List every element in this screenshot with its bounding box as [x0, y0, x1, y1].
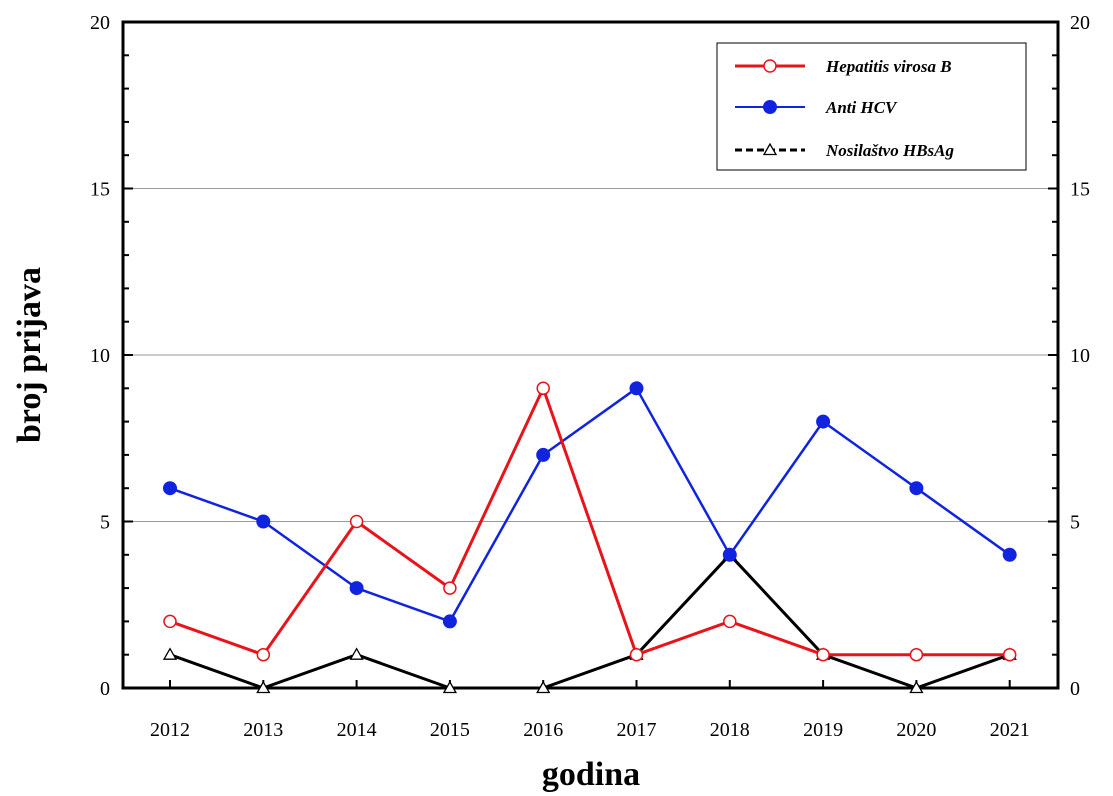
legend-label: Nosilaštvo HBsAg [825, 141, 954, 160]
data-point [1002, 647, 1017, 662]
data-point [442, 680, 458, 694]
data-point [256, 680, 271, 694]
data-point [163, 614, 177, 629]
series-line [169, 387, 1011, 623]
x-tick-label: 2015 [430, 719, 470, 741]
data-point [1002, 547, 1017, 562]
y-tick-label-right: 0 [1070, 678, 1080, 700]
data-point [909, 680, 924, 694]
x-tick-label: 2014 [337, 719, 377, 741]
data-point [442, 614, 457, 629]
y-axis-title: broj prijava [11, 267, 48, 443]
y-tick-label-left: 10 [90, 345, 110, 367]
data-point [816, 414, 831, 429]
data-point [256, 647, 271, 662]
legend-marker [763, 59, 777, 73]
y-tick-label-right: 20 [1070, 12, 1090, 34]
data-point [536, 447, 551, 462]
y-tick-label-left: 20 [90, 12, 110, 34]
data-point [909, 647, 924, 662]
x-tick-label: 2016 [523, 719, 563, 741]
x-tick-label: 2020 [896, 719, 936, 741]
x-tick-label: 2017 [617, 719, 657, 741]
x-tick-label: 2013 [243, 719, 283, 741]
data-point [629, 381, 644, 396]
x-tick-label: 2019 [803, 719, 843, 741]
series-line [169, 553, 1011, 690]
x-tick-label: 2012 [150, 719, 190, 741]
legend-label: Hepatitis virosa B [825, 57, 952, 76]
data-point [629, 647, 644, 662]
data-point [443, 581, 457, 595]
y-tick-label-right: 15 [1070, 179, 1090, 201]
x-axis-title: godina [542, 756, 640, 793]
gridlines [123, 188, 1058, 522]
data-point [349, 647, 364, 660]
data-point [349, 581, 364, 596]
legend-label: Anti HCV [825, 98, 898, 117]
y-tick-label-left: 5 [100, 512, 110, 534]
x-tick-label: 2021 [990, 719, 1030, 741]
series-0 [163, 381, 1017, 662]
data-point [536, 381, 550, 396]
y-tick-label-right: 5 [1070, 512, 1080, 534]
series-layer [162, 381, 1017, 694]
series-1 [163, 381, 1017, 629]
data-point [163, 481, 177, 496]
series-line [169, 386, 1010, 657]
x-tick-label: 2018 [710, 719, 750, 741]
legend-marker [762, 142, 778, 156]
legend: Hepatitis virosa B Anti HCV Nosilaštvo HBs… [716, 42, 1027, 171]
series-2 [162, 547, 1017, 694]
data-point [162, 647, 178, 660]
data-point [349, 514, 364, 529]
data-point [723, 614, 737, 629]
legend-marker [763, 100, 777, 114]
y-tick-label-left: 0 [100, 678, 110, 700]
data-point [816, 647, 830, 662]
data-point [256, 514, 271, 529]
y-tick-label-right: 10 [1070, 345, 1090, 367]
data-point [722, 547, 737, 562]
data-point [536, 680, 551, 694]
data-point [909, 481, 924, 496]
ticks: 0 5 10 15 20 0 5 10 15 20 2012 2013 2014 2015 2016 2017… [90, 12, 1090, 741]
y-tick-label-left: 15 [90, 179, 110, 201]
